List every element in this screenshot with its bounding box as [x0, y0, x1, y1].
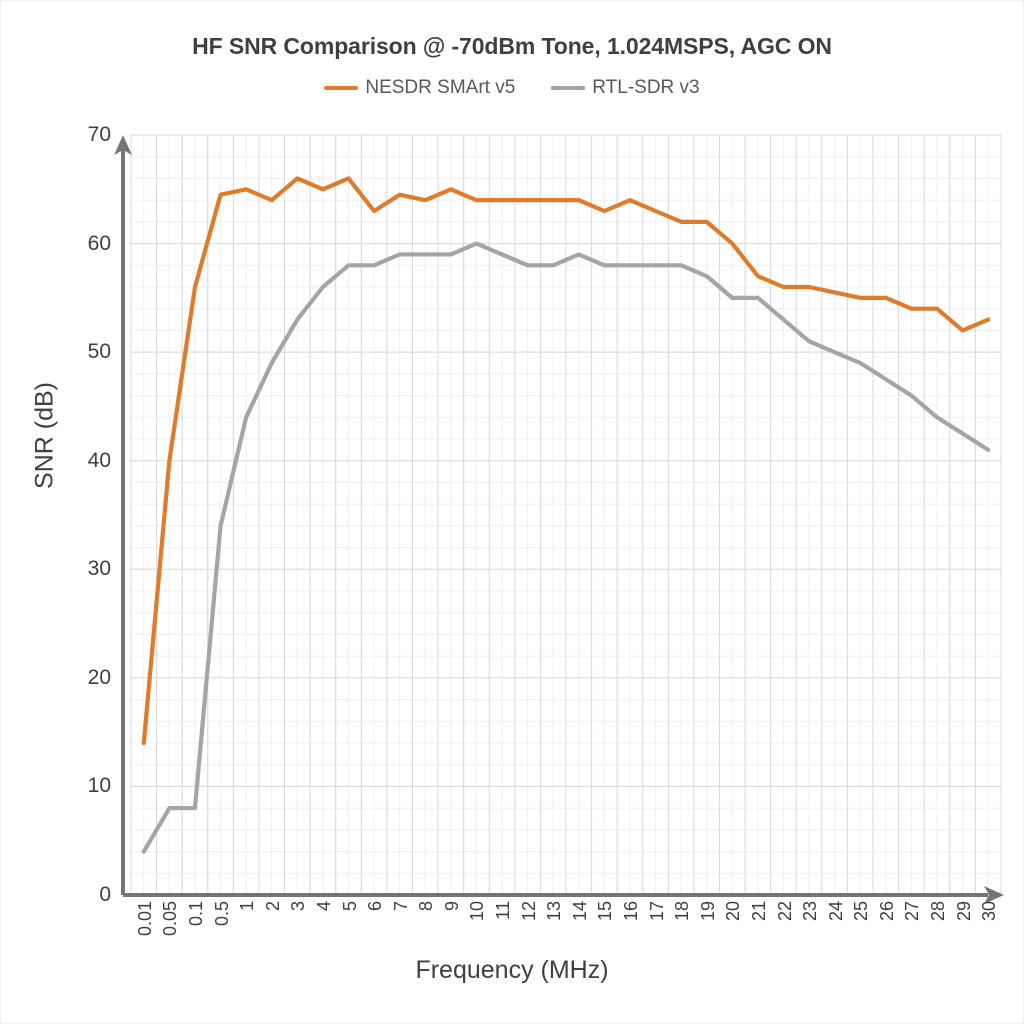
x-axis-tick: 22: [774, 901, 795, 922]
y-axis-tick: 60: [87, 231, 111, 255]
x-axis-tick: 8: [416, 901, 437, 912]
x-axis-tick: 13: [544, 901, 565, 922]
series-line-2: [141, 241, 991, 854]
plot-svg: [114, 134, 1004, 904]
y-axis-tick: 40: [87, 448, 111, 472]
y-axis-tick-labels: 0 10 20 30 40 50 60 70: [41, 123, 111, 906]
x-axis-tick: 19: [697, 901, 718, 922]
chart-title: HF SNR Comparison @ -70dBm Tone, 1.024MS…: [192, 33, 832, 59]
x-axis-tick: 25: [851, 901, 872, 922]
x-axis-tick: 16: [620, 901, 641, 922]
x-axis-tick: 18: [672, 901, 693, 922]
y-axis-tick: 70: [87, 123, 111, 146]
legend-label-series-2: RTL-SDR v3: [592, 77, 700, 98]
x-axis-tick: 2: [262, 901, 283, 912]
legend-item-series-2[interactable]: RTL-SDR v3: [551, 77, 700, 99]
x-axis-tick: 30: [979, 901, 1000, 922]
x-axis-tick: 10: [467, 901, 488, 922]
x-axis-tick: 20: [723, 901, 744, 922]
plot-area: [114, 134, 1004, 904]
x-axis-tick: 0.5: [211, 901, 232, 927]
x-axis-tick: 0.05: [160, 901, 181, 937]
x-axis-tick: 0.1: [185, 901, 206, 927]
x-axis-tick: 15: [595, 901, 616, 922]
y-axis-title: SNR (dB): [30, 382, 59, 489]
y-axis-tick: 10: [87, 774, 111, 798]
chart-legend: NESDR SMArt v5 RTL-SDR v3: [1, 77, 1023, 99]
legend-label-series-1: NESDR SMArt v5: [365, 77, 516, 98]
x-axis-arrow-icon: [984, 886, 1004, 904]
x-axis-title: Frequency (MHz): [415, 956, 609, 984]
y-axis-arrow-icon: [114, 135, 132, 155]
x-axis-tick: 26: [876, 901, 897, 922]
x-axis-tick: 12: [518, 901, 539, 922]
x-axis-tick: 3: [288, 901, 309, 912]
x-axis-tick: 14: [569, 901, 590, 922]
x-axis-tick: 1: [237, 901, 258, 912]
x-axis-tick: 4: [313, 901, 334, 912]
y-axis-tick: 0: [99, 883, 111, 906]
x-axis-tick: 27: [902, 901, 923, 922]
x-axis-tick: 7: [390, 901, 411, 912]
x-axis-tick: 24: [825, 901, 846, 922]
x-axis-tick: 9: [441, 901, 462, 912]
legend-item-series-1[interactable]: NESDR SMArt v5: [324, 77, 515, 99]
x-axis-tick: 11: [493, 901, 514, 920]
series-line-1: [141, 176, 991, 746]
legend-swatch-icon: [324, 86, 359, 90]
x-axis-tick: 6: [365, 901, 386, 912]
x-axis-tick: 29: [953, 901, 974, 922]
legend-swatch-icon: [551, 86, 586, 90]
x-axis-tick: 23: [800, 901, 821, 922]
x-axis-tick: 28: [928, 901, 949, 922]
y-axis-tick: 50: [87, 340, 111, 364]
y-axis-tick: 30: [87, 557, 111, 581]
x-axis-tick: 17: [646, 901, 667, 922]
x-axis-tick: 5: [339, 901, 360, 912]
x-axis-tick: 0.01: [134, 901, 155, 937]
x-axis-tick: 21: [748, 901, 769, 922]
y-axis-tick: 20: [87, 665, 111, 689]
